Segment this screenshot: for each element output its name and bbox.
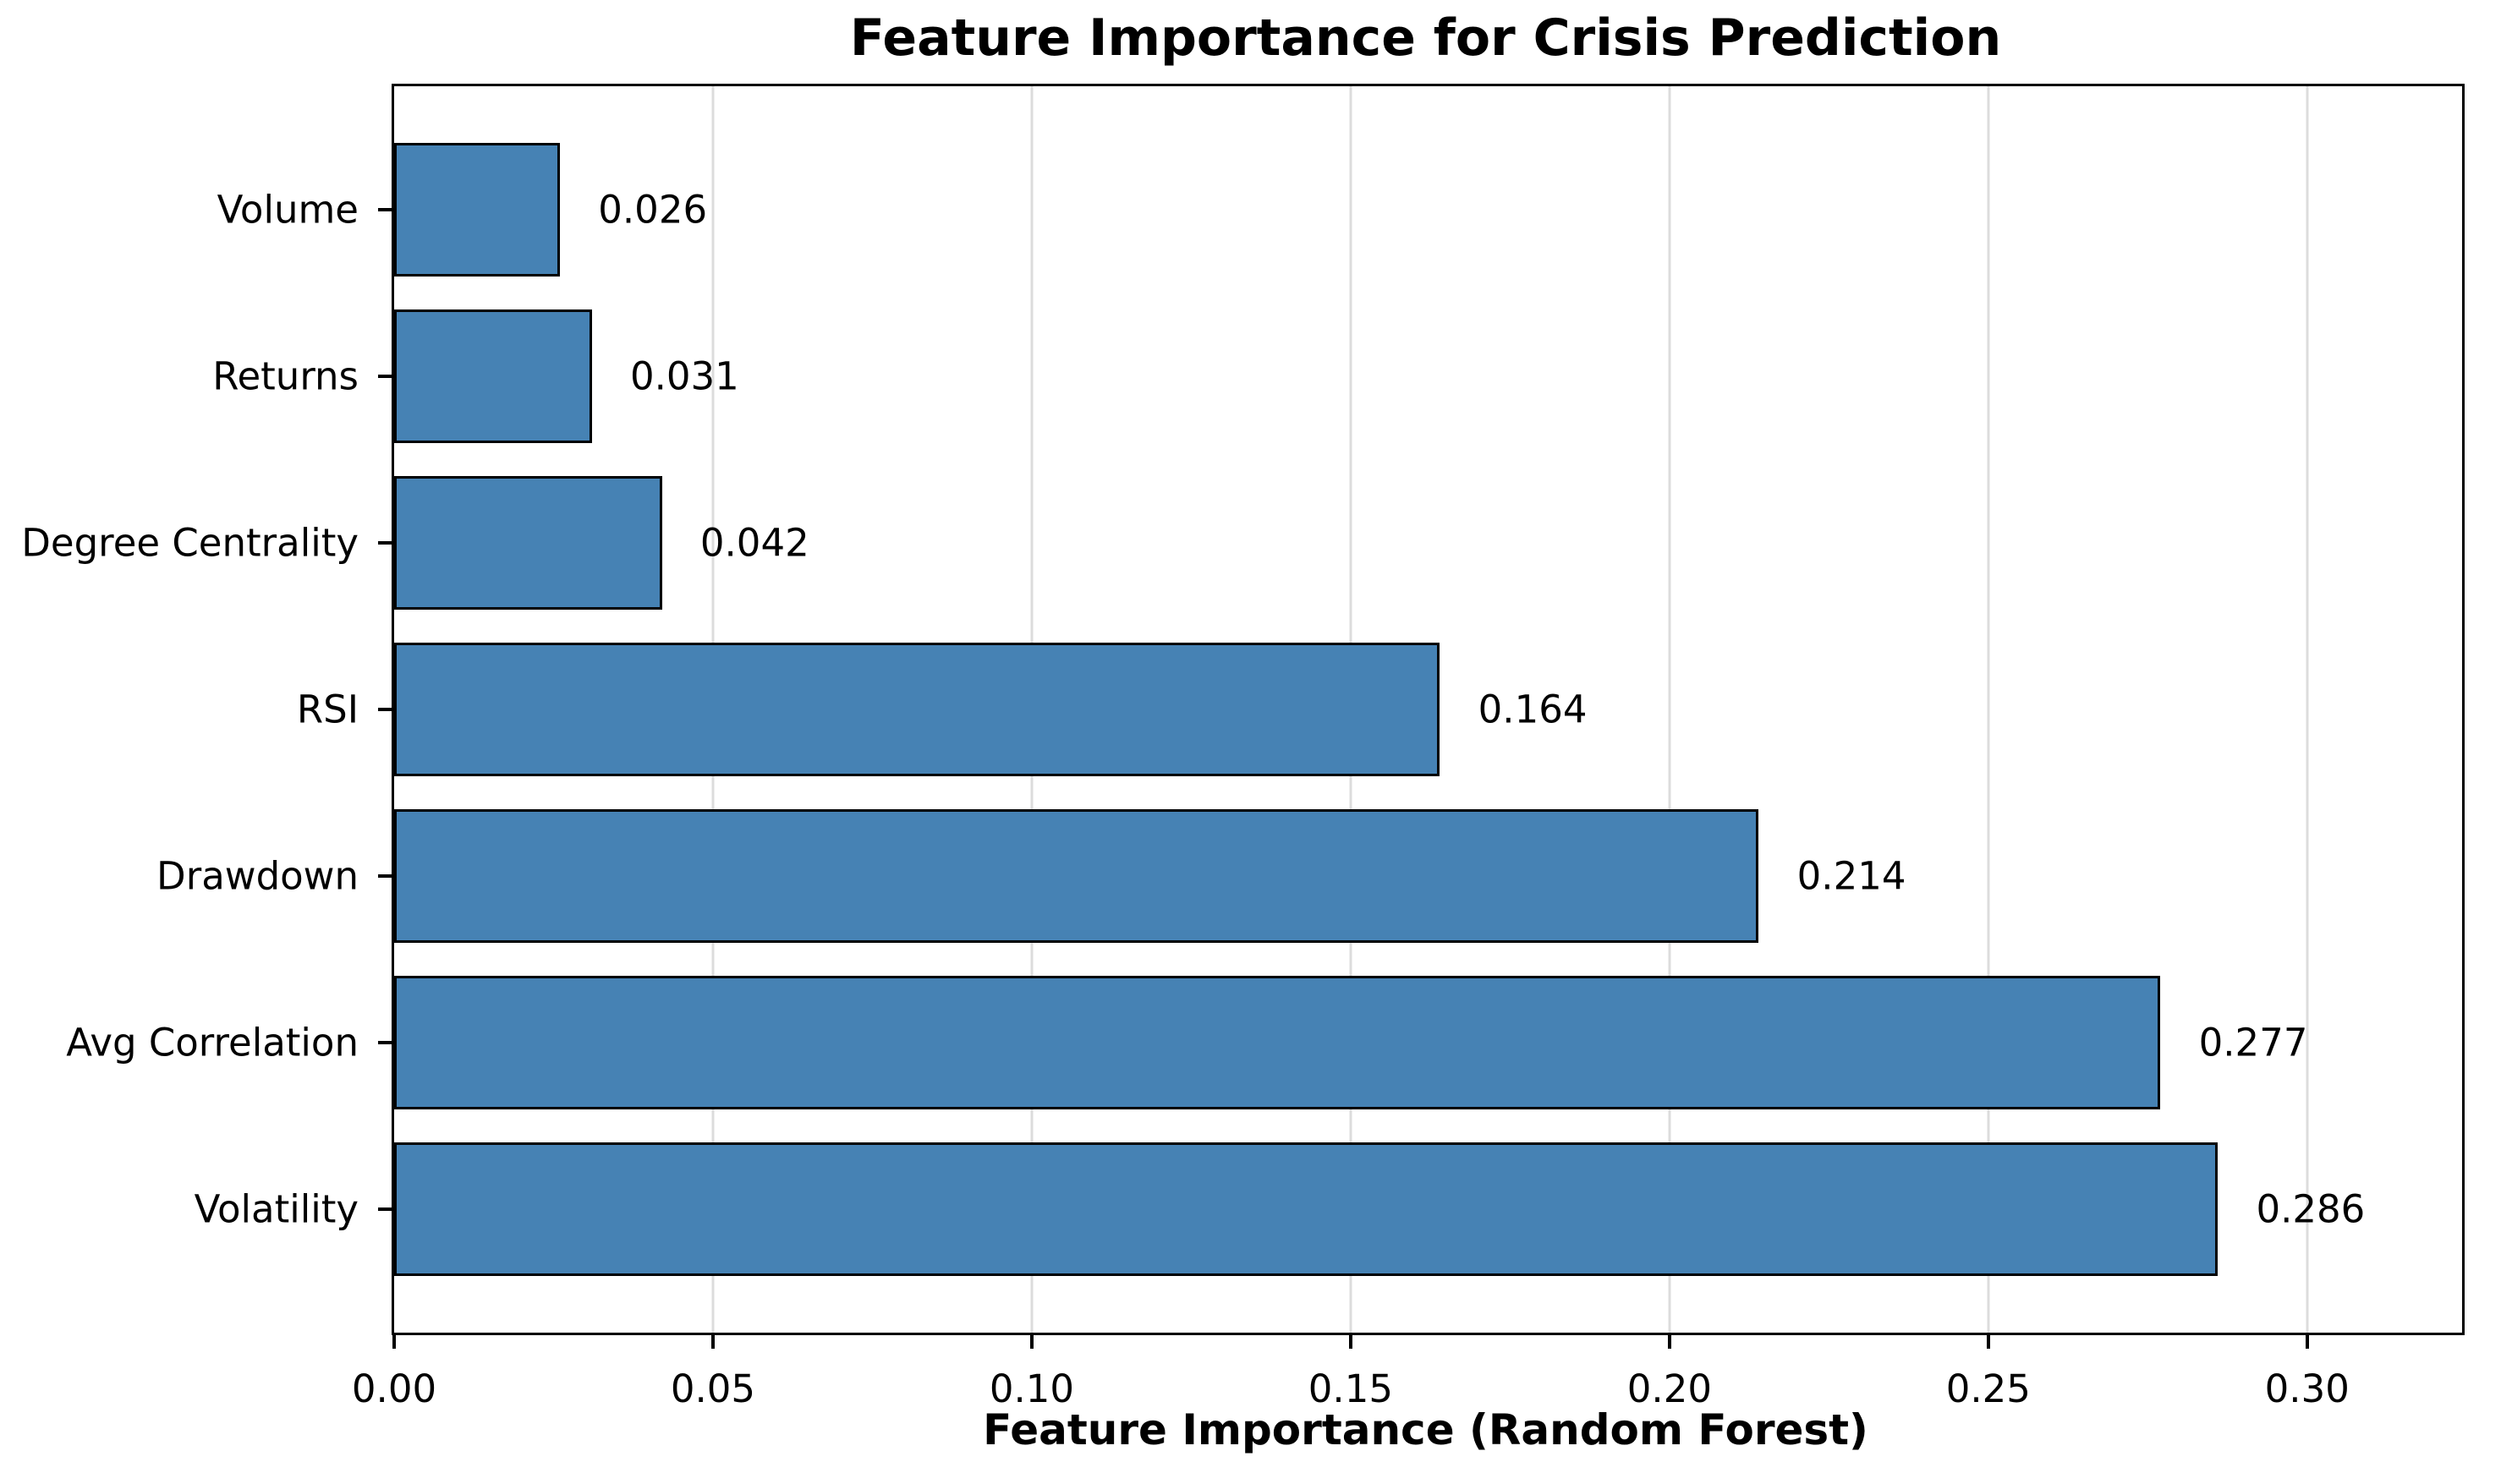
x-tick-mark <box>710 1333 715 1349</box>
bar <box>394 309 592 443</box>
bar-value-label: 0.277 <box>2198 1020 2308 1065</box>
x-tick-label: 0.15 <box>1308 1366 1393 1411</box>
y-tick-label: Volatility <box>194 1186 359 1232</box>
y-tick-label: Degree Centrality <box>21 520 359 566</box>
x-tick-label: 0.10 <box>989 1366 1075 1411</box>
y-tick-mark <box>378 874 394 879</box>
y-tick-mark <box>378 1207 394 1212</box>
y-tick-label: Drawdown <box>156 853 359 899</box>
x-tick-mark <box>1029 1333 1034 1349</box>
x-tick-label: 0.00 <box>351 1366 437 1411</box>
y-tick-label: RSI <box>296 687 359 732</box>
bar-value-label: 0.214 <box>1796 853 1906 899</box>
bar-value-label: 0.042 <box>699 520 809 566</box>
bar-value-label: 0.031 <box>629 353 739 399</box>
gridline <box>2306 86 2309 1333</box>
x-tick-mark <box>2305 1333 2309 1349</box>
x-tick-label: 0.05 <box>670 1366 756 1411</box>
bar <box>394 1142 2219 1276</box>
y-tick-label: Returns <box>212 353 359 399</box>
gridline <box>1987 86 1990 1333</box>
x-tick-label: 0.25 <box>1945 1366 2031 1411</box>
x-tick-label: 0.30 <box>2264 1366 2350 1411</box>
y-tick-mark <box>378 540 394 545</box>
x-tick-mark <box>1986 1333 1990 1349</box>
x-tick-label: 0.20 <box>1626 1366 1712 1411</box>
y-tick-mark <box>378 374 394 378</box>
bar <box>394 143 561 277</box>
x-tick-mark <box>1348 1333 1352 1349</box>
bar <box>394 643 1440 776</box>
bar <box>394 976 2161 1109</box>
bar <box>394 809 1759 943</box>
bar-value-label: 0.026 <box>598 187 708 233</box>
y-tick-label: Avg Correlation <box>66 1020 359 1065</box>
x-tick-mark <box>1667 1333 1671 1349</box>
x-axis-label: Feature Importance (Random Forest) <box>983 1405 1868 1454</box>
bar <box>394 476 662 610</box>
plot-area: 0.026 Volume 0.031 Returns 0.042 Degree Centr… <box>21 84 2465 1411</box>
y-tick-label: Volume <box>217 187 359 233</box>
bar-value-label: 0.286 <box>2256 1186 2366 1232</box>
y-tick-mark <box>378 207 394 211</box>
gridline <box>1668 86 1671 1333</box>
bar-value-label: 0.164 <box>1478 687 1588 732</box>
x-tick-mark <box>392 1333 396 1349</box>
y-tick-mark <box>378 708 394 711</box>
y-tick-mark <box>378 1041 394 1045</box>
chart-title: Feature Importance for Crisis Prediction <box>849 8 2002 68</box>
